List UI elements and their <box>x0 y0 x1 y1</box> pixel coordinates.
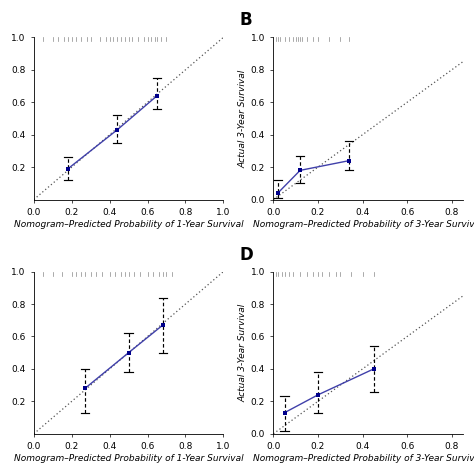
Y-axis label: Actual 3-Year Survival: Actual 3-Year Survival <box>239 303 248 402</box>
Text: D: D <box>239 246 253 264</box>
Y-axis label: Actual 3-Year Survival: Actual 3-Year Survival <box>239 69 248 168</box>
X-axis label: Nomogram–Predicted Probability of 1-Year Survival: Nomogram–Predicted Probability of 1-Year… <box>14 454 243 463</box>
Text: B: B <box>239 11 252 29</box>
X-axis label: Nomogram–Predicted Probability of 1-Year Survival: Nomogram–Predicted Probability of 1-Year… <box>14 219 243 228</box>
X-axis label: Nomogram–Predicted Probability of 3-Year Survival: Nomogram–Predicted Probability of 3-Year… <box>253 219 474 228</box>
X-axis label: Nomogram–Predicted Probability of 3-Year Survival: Nomogram–Predicted Probability of 3-Year… <box>253 454 474 463</box>
